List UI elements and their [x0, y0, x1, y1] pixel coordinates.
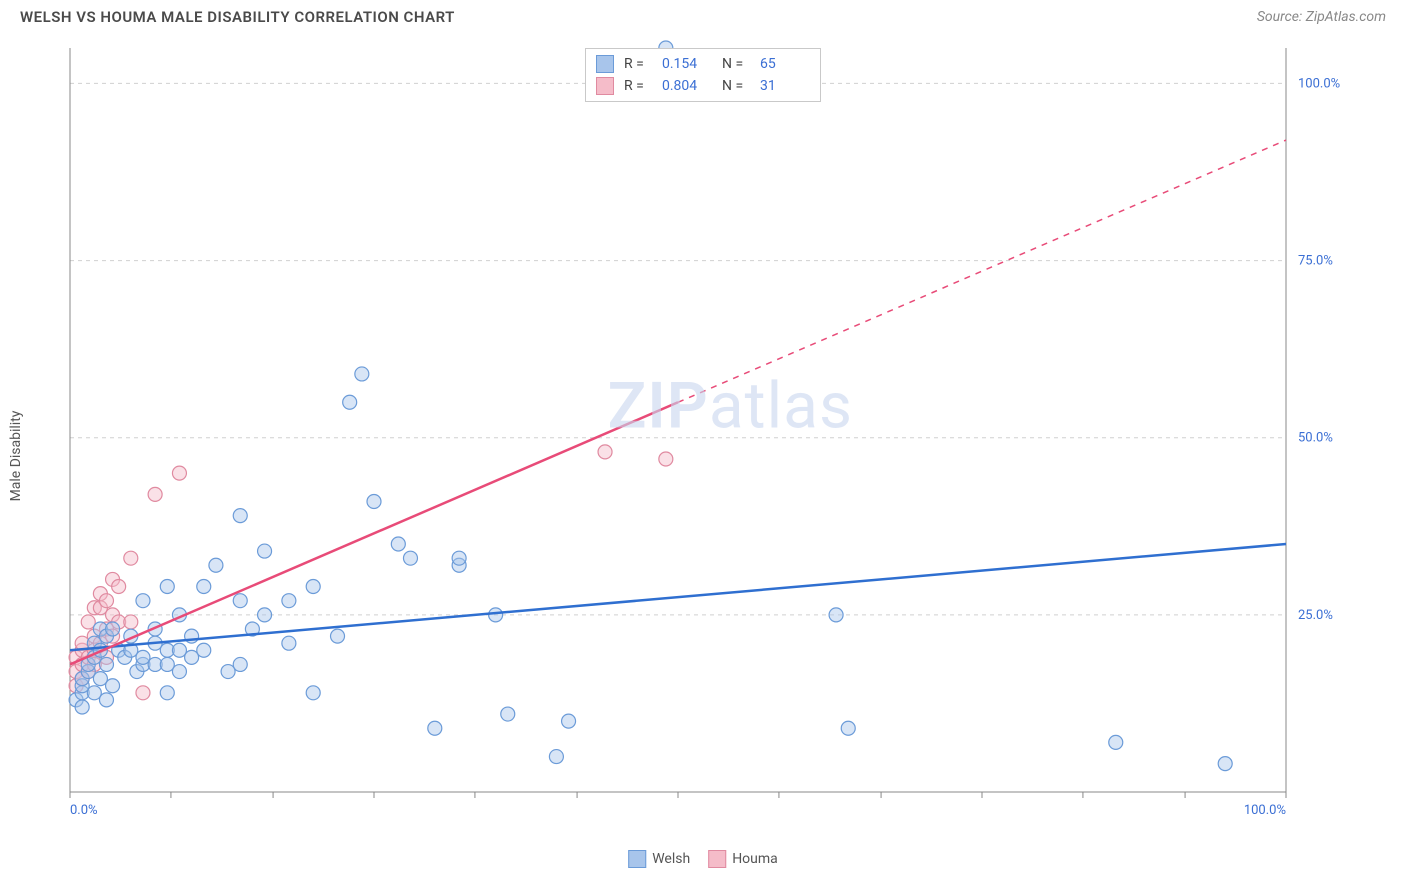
scatter-plot-svg: 25.0% 50.0% 75.0% 100.0% 0.0% 100.0% — [60, 40, 1366, 832]
data-point — [282, 636, 296, 650]
legend-r-value: 0.804 — [662, 78, 712, 94]
data-point — [124, 551, 138, 565]
legend-r-label: R = — [624, 78, 652, 94]
source-attribution: Source: ZipAtlas.com — [1257, 9, 1386, 25]
y-tick-label: 100.0% — [1298, 76, 1340, 91]
legend-series-label: Welsh — [652, 851, 690, 867]
data-point — [391, 537, 405, 551]
data-point — [233, 594, 247, 608]
data-point — [258, 544, 272, 558]
legend-series-item: Houma — [708, 850, 778, 868]
legend-swatch — [596, 77, 614, 95]
legend-stats-row: R = 0.154 N = 65 — [596, 53, 810, 75]
y-tick-label: 50.0% — [1298, 431, 1333, 446]
data-point — [106, 622, 120, 636]
data-point — [106, 679, 120, 693]
data-point — [452, 551, 466, 565]
x-end-label: 100.0% — [1244, 803, 1286, 818]
data-point — [562, 714, 576, 728]
data-point — [489, 608, 503, 622]
data-point — [598, 445, 612, 459]
data-point — [233, 657, 247, 671]
data-point — [99, 693, 113, 707]
data-point — [306, 580, 320, 594]
data-point — [99, 594, 113, 608]
data-point — [1218, 757, 1232, 771]
data-point — [428, 721, 442, 735]
data-point — [343, 395, 357, 409]
data-point — [501, 707, 515, 721]
data-point — [75, 700, 89, 714]
data-point — [403, 551, 417, 565]
data-point — [367, 494, 381, 508]
data-point — [355, 367, 369, 381]
data-point — [233, 509, 247, 523]
data-point — [136, 594, 150, 608]
legend-n-label: N = — [722, 56, 750, 72]
data-point — [172, 466, 186, 480]
y-tick-label: 25.0% — [1298, 608, 1333, 623]
x-start-label: 0.0% — [70, 803, 98, 818]
trend-line-extrapolated — [678, 140, 1286, 402]
trend-line — [70, 544, 1286, 650]
data-point — [841, 721, 855, 735]
data-point — [160, 580, 174, 594]
data-point — [1109, 735, 1123, 749]
legend-series-item: Welsh — [628, 850, 690, 868]
chart-container: Male Disability 25.0%50.0%75.0%100.0%0.0… — [20, 40, 1386, 872]
chart-title: WELSH VS HOUMA MALE DISABILITY CORRELATI… — [20, 8, 455, 26]
legend-n-label: N = — [722, 78, 750, 94]
legend-stats: R = 0.154 N = 65 R = 0.804 N = 31 — [585, 48, 821, 102]
legend-swatch — [628, 850, 646, 868]
data-point — [209, 558, 223, 572]
header-bar: WELSH VS HOUMA MALE DISABILITY CORRELATI… — [0, 0, 1406, 30]
data-point — [197, 580, 211, 594]
y-axis-label: Male Disability — [8, 411, 24, 502]
legend-swatch — [596, 55, 614, 73]
trend-line — [70, 402, 678, 664]
legend-r-label: R = — [624, 56, 652, 72]
data-point — [112, 580, 126, 594]
legend-series-label: Houma — [732, 851, 778, 867]
data-point — [306, 686, 320, 700]
data-point — [172, 665, 186, 679]
data-point — [160, 686, 174, 700]
data-point — [282, 594, 296, 608]
legend-swatch — [708, 850, 726, 868]
data-point — [829, 608, 843, 622]
legend-series: Welsh Houma — [628, 850, 778, 868]
legend-n-value: 65 — [760, 56, 810, 72]
legend-r-value: 0.154 — [662, 56, 712, 72]
data-point — [136, 686, 150, 700]
data-point — [258, 608, 272, 622]
data-point — [549, 750, 563, 764]
data-point — [197, 643, 211, 657]
legend-n-value: 31 — [760, 78, 810, 94]
legend-stats-row: R = 0.804 N = 31 — [596, 75, 810, 97]
data-point — [99, 657, 113, 671]
data-point — [659, 452, 673, 466]
y-tick-label: 75.0% — [1298, 254, 1333, 269]
data-point — [148, 487, 162, 501]
data-point — [124, 615, 138, 629]
data-point — [331, 629, 345, 643]
